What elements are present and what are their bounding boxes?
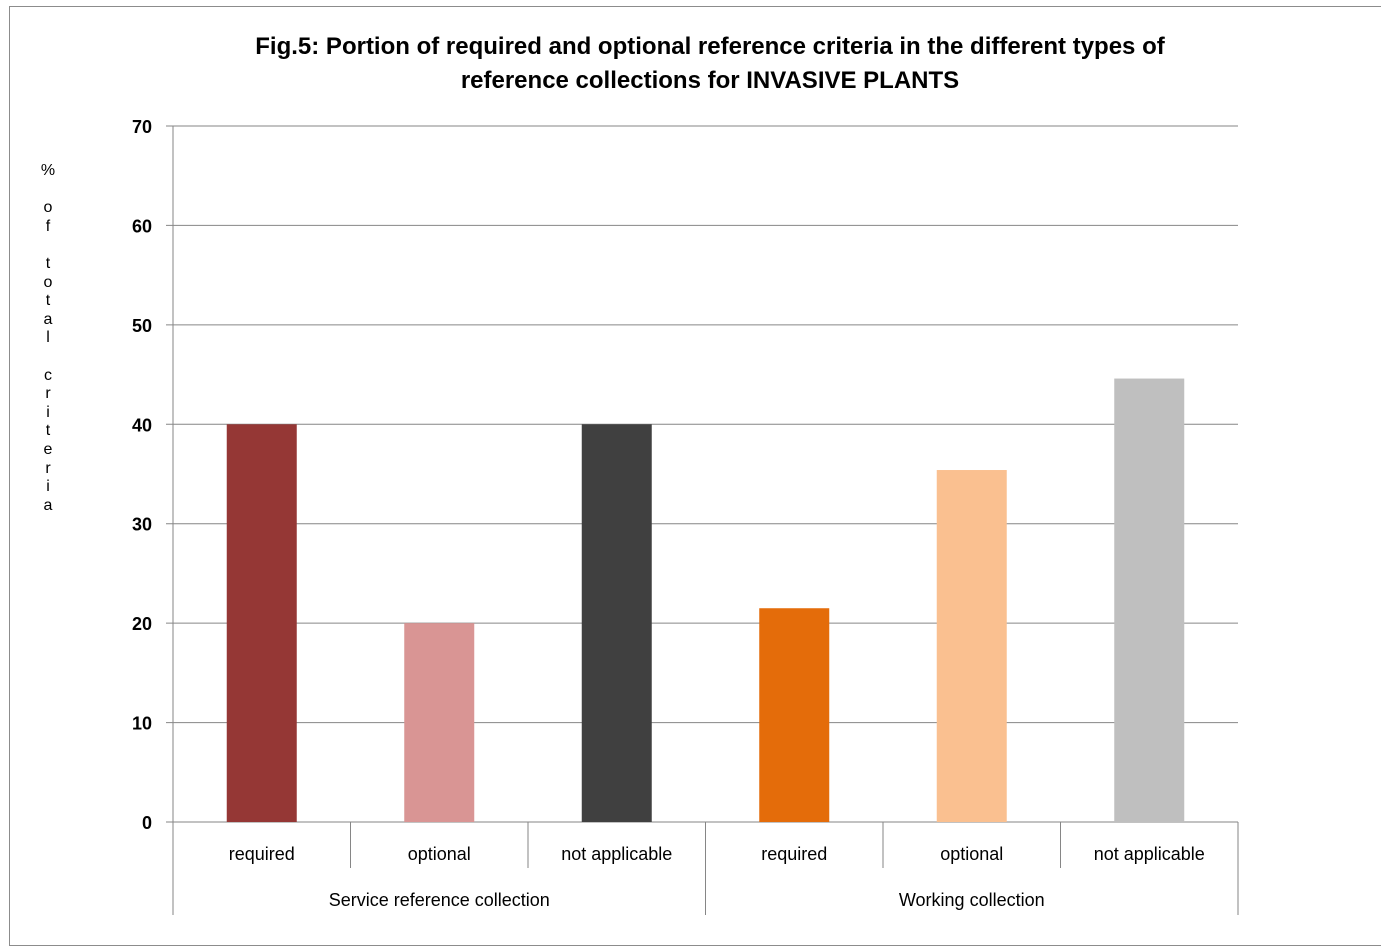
y-tick-label: 50: [132, 316, 152, 336]
y-tick-label: 20: [132, 614, 152, 634]
x-category-label: optional: [408, 844, 471, 864]
bar-not-applicable: [581, 424, 652, 822]
y-axis-label: % o f t o t a l c r i t e r i a: [40, 162, 56, 514]
y-tick-label: 10: [132, 714, 152, 734]
x-group-label: Service reference collection: [329, 890, 550, 910]
x-category-label: not applicable: [1094, 844, 1205, 864]
bar-not-applicable: [1114, 378, 1185, 822]
x-group-label: Working collection: [899, 890, 1045, 910]
x-category-label: optional: [940, 844, 1003, 864]
bar-required: [759, 608, 830, 822]
y-tick-label: 30: [132, 515, 152, 535]
x-category-label: required: [761, 844, 827, 864]
bar-required: [226, 424, 297, 822]
x-category-label: required: [229, 844, 295, 864]
y-tick-label: 0: [142, 813, 152, 833]
bar-optional: [404, 623, 475, 822]
y-tick-label: 70: [132, 117, 152, 137]
x-category-label: not applicable: [561, 844, 672, 864]
y-tick-label: 40: [132, 415, 152, 435]
bar-optional: [936, 470, 1007, 822]
chart-title: Fig.5: Portion of required and optional …: [255, 33, 1165, 94]
y-tick-label: 60: [132, 216, 152, 236]
